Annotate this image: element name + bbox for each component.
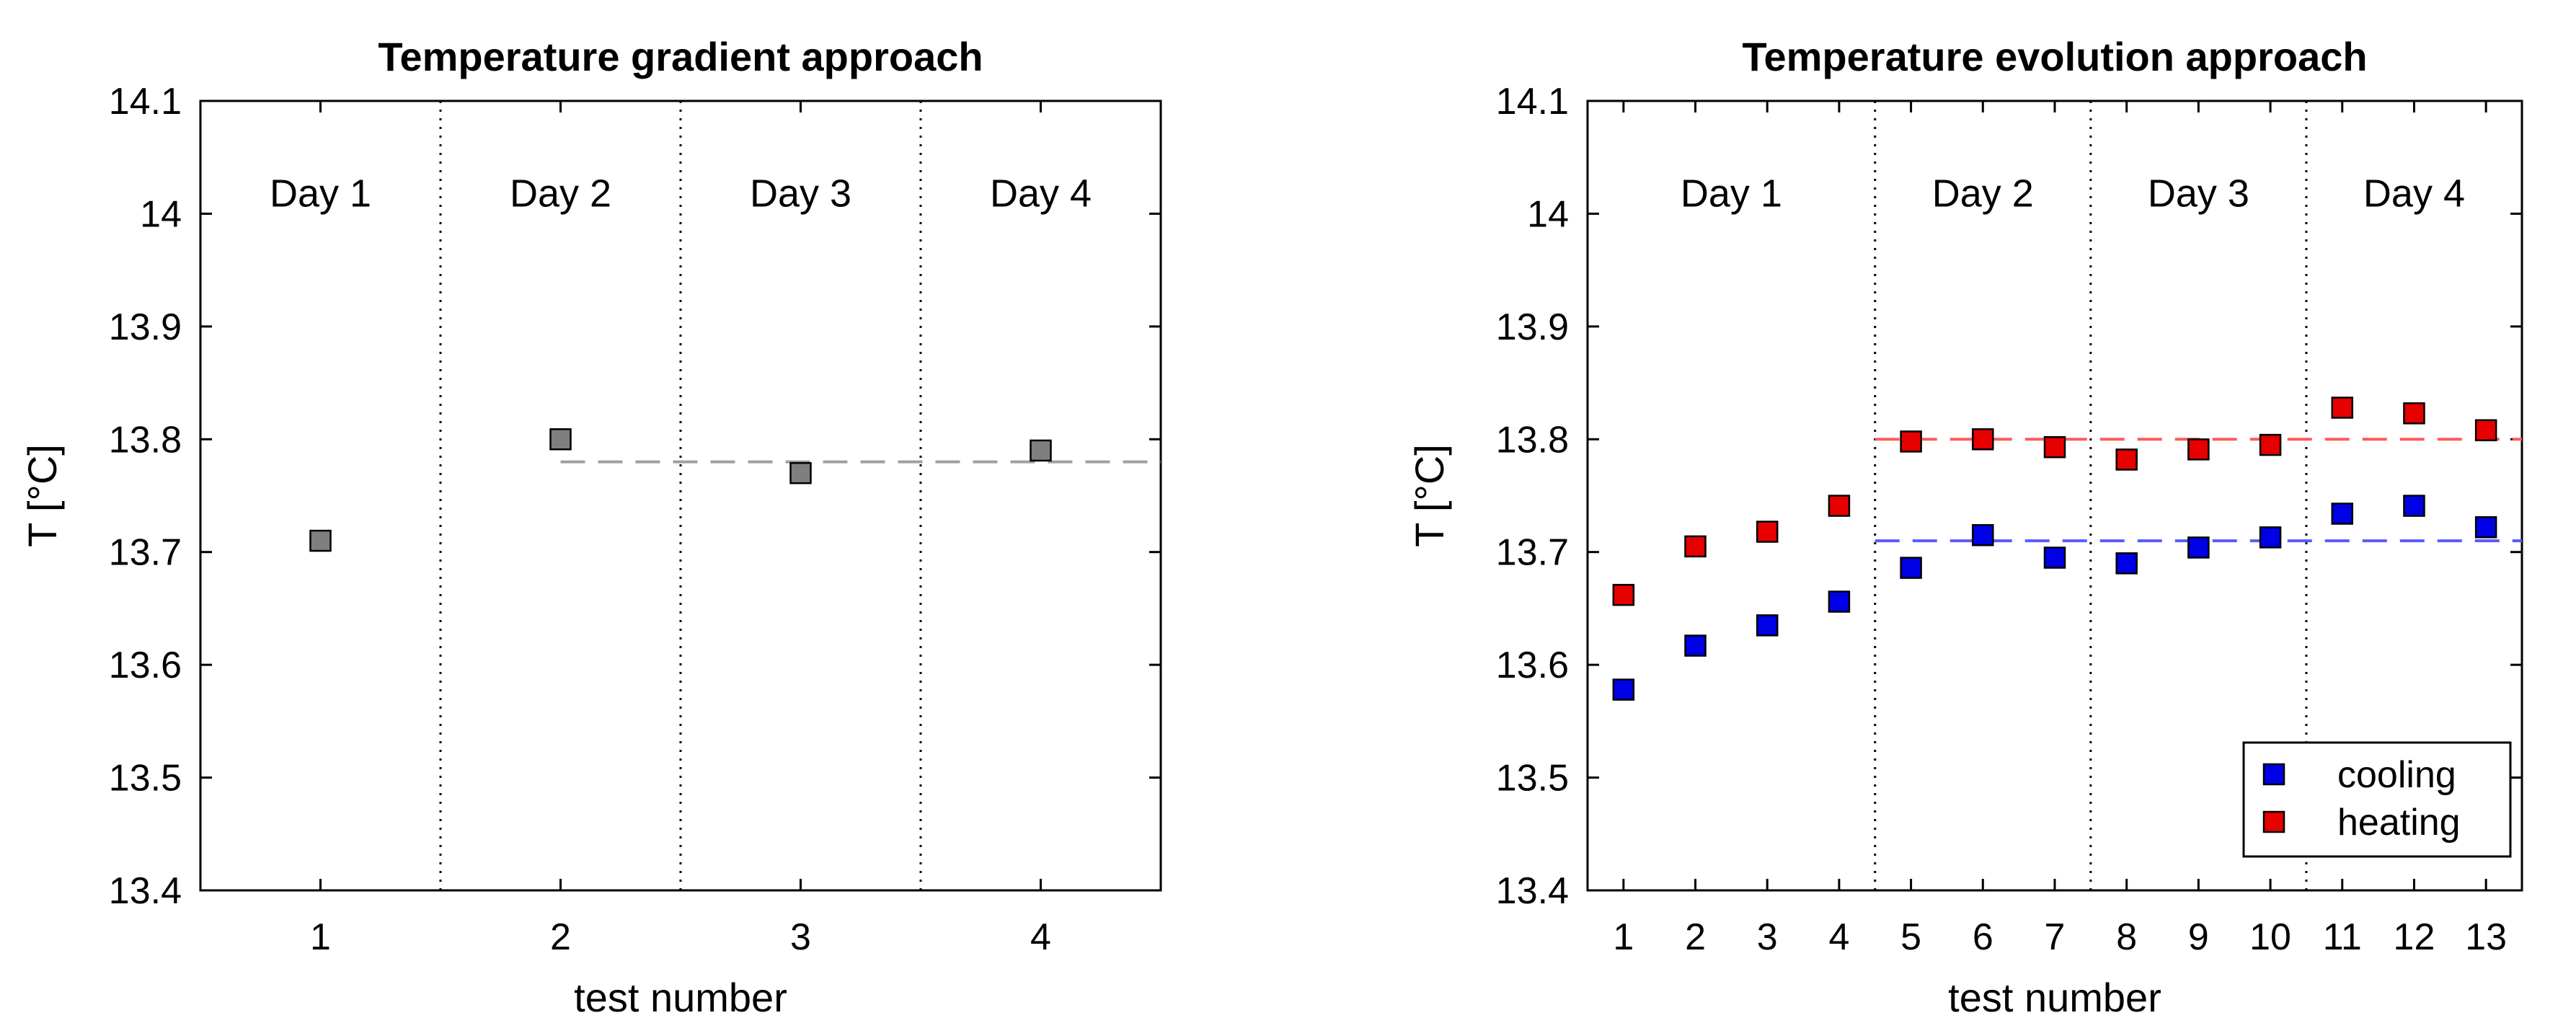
x-tick-label: 4: [1828, 916, 1849, 958]
data-point-heating: [1900, 430, 1922, 453]
y-tick-label: 13.6: [1496, 645, 1569, 686]
chart-panel-1: Temperature gradient approach 13.4 13.5 13.…: [19, 34, 1162, 1020]
x-tick-label: 8: [2116, 916, 2137, 958]
y-tick-label: 13.5: [109, 758, 182, 800]
day-label: Day 1: [1681, 172, 1782, 215]
y-axis-label: T [°C]: [19, 444, 65, 547]
day-label: Day 3: [750, 172, 851, 215]
y-tick-label: 13.7: [109, 532, 182, 574]
legend-marker-heating: [2262, 810, 2285, 833]
data-point-measurements: [789, 461, 812, 484]
data-point-heating: [2187, 438, 2210, 461]
data-point-heating: [2115, 448, 2138, 471]
x-tick-label: 3: [1757, 916, 1778, 958]
data-point-cooling: [1756, 614, 1779, 637]
data-point-heating: [2474, 419, 2497, 442]
legend-label-heating: heating: [2337, 802, 2461, 844]
data-point-cooling: [1828, 590, 1851, 613]
data-point-heating: [1828, 495, 1851, 517]
chart-panel-2: Temperature evolution approach13.413.513…: [1407, 34, 2523, 1020]
x-tick-label: 1: [310, 916, 331, 958]
data-point-cooling: [1900, 557, 1922, 579]
x-tick-label: 12: [2394, 916, 2435, 958]
x-axis-label: test number: [1948, 975, 2161, 1020]
data-point-heating: [2259, 433, 2282, 456]
data-point-cooling: [1612, 678, 1635, 701]
x-tick-label: 11: [2323, 916, 2362, 958]
x-axis-label: test number: [574, 975, 787, 1020]
y-tick-label: 14: [140, 193, 182, 235]
day-label: Day 1: [270, 172, 371, 215]
legend-box: [2242, 741, 2512, 858]
data-point-heating: [1684, 535, 1707, 558]
data-point-cooling: [2474, 516, 2497, 539]
data-point-cooling: [2043, 546, 2066, 569]
y-tick-label: 13.8: [109, 419, 182, 461]
y-tick-label: 14.1: [109, 81, 182, 123]
x-tick-label: 1: [1613, 916, 1634, 958]
y-axis-label: T [°C]: [1407, 444, 1452, 547]
data-point-cooling: [1684, 634, 1707, 657]
data-point-cooling: [2403, 495, 2425, 517]
y-tick-label: 13.9: [109, 306, 182, 348]
x-tick-label: 6: [1973, 916, 1993, 958]
data-point-measurements: [549, 428, 572, 451]
day-label: Day 3: [2148, 172, 2249, 215]
legend-marker-cooling: [2262, 763, 2285, 786]
data-point-cooling: [2187, 536, 2210, 559]
y-tick-label: 13.4: [109, 870, 182, 912]
y-tick-label: 13.5: [1496, 758, 1569, 800]
data-point-cooling: [2331, 502, 2354, 525]
x-tick-label: 2: [550, 916, 571, 958]
x-tick-label: 10: [2249, 916, 2291, 958]
data-point-heating: [2331, 397, 2354, 419]
x-tick-label: 7: [2045, 916, 2066, 958]
y-tick-label: 14.1: [1496, 81, 1569, 123]
data-point-heating: [2043, 435, 2066, 459]
day-label: Day 4: [990, 172, 1092, 215]
day-label: Day 4: [2363, 172, 2465, 215]
chart-title: Temperature gradient approach: [378, 34, 983, 79]
x-tick-label: 5: [1900, 916, 1921, 958]
x-tick-label: 2: [1685, 916, 1706, 958]
chart-title: Temperature evolution approach: [1742, 34, 2367, 79]
x-tick-label: 9: [2188, 916, 2209, 958]
day-label: Day 2: [1932, 172, 2034, 215]
data-point-measurements: [1030, 439, 1052, 462]
y-tick-label: 13.6: [109, 645, 182, 686]
data-point-heating: [1756, 521, 1779, 543]
y-tick-label: 13.8: [1496, 419, 1569, 461]
y-tick-label: 14: [1527, 193, 1569, 235]
data-point-cooling: [2115, 552, 2138, 575]
legend-label-cooling: cooling: [2337, 754, 2456, 796]
data-point-heating: [2403, 402, 2425, 425]
x-tick-label: 13: [2465, 916, 2507, 958]
plot-frame: [199, 99, 1162, 892]
x-tick-label: 4: [1030, 916, 1051, 958]
data-point-heating: [1612, 583, 1635, 606]
y-tick-label: 13.4: [1496, 870, 1569, 912]
data-point-measurements: [309, 529, 332, 552]
day-label: Day 2: [510, 172, 611, 215]
x-tick-label: 3: [790, 916, 811, 958]
y-tick-label: 13.9: [1496, 306, 1569, 348]
y-tick-label: 13.7: [1496, 532, 1569, 574]
data-point-heating: [1972, 428, 1994, 451]
data-point-cooling: [2259, 526, 2282, 549]
data-point-cooling: [1972, 524, 1994, 546]
